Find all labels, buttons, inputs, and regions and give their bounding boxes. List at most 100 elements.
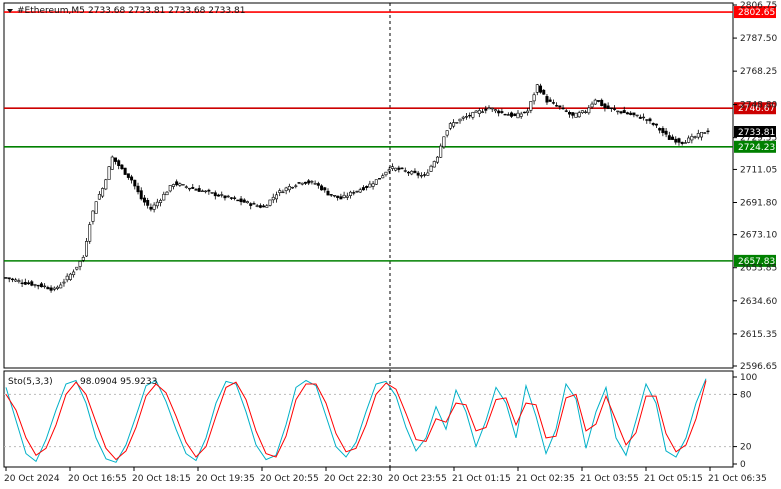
candle-body [188,187,192,190]
candle-body [117,160,121,166]
time-axis: 20 Oct 2024 20 Oct 16:55 20 Oct 18:15 20 Oc… [4,467,767,484]
candle-body [65,275,69,281]
candle-body [638,116,642,119]
candle-body [123,167,127,175]
candle-body [130,176,134,181]
candle-body [68,273,72,280]
candle-body [255,205,259,207]
candle-body [320,185,324,191]
candle-body [690,136,694,141]
candle-body [226,195,230,198]
candle-body [535,84,539,93]
candle-body [78,261,82,267]
candle-body [645,119,649,121]
candle-body [307,180,311,184]
candle-body [36,284,40,287]
candle-body [426,172,430,176]
candle-body [358,189,362,193]
candle-body [197,188,201,192]
candle-body [136,185,140,193]
price-tick-label: 2596.65 [740,362,777,372]
time-tick-label: 21 Oct 01:15 [452,474,511,484]
candle-body [329,194,333,196]
candle-body [294,185,298,187]
candle-body [139,190,143,200]
candle-body [81,257,85,261]
candle-body [326,190,330,196]
candle-body [448,123,452,129]
candle-body [171,184,175,187]
candle-body [30,281,34,286]
candle-body [526,110,530,114]
price-tick-label: 2787.50 [740,34,777,44]
candle-body [613,108,617,110]
candle-body [27,282,31,285]
candle-body [410,170,414,175]
price-axis: 2806.75 2787.50 2768.25 2748.80 2729.55 2711.… [733,1,777,372]
candle-body [323,187,327,191]
candle-body [246,201,250,204]
candle-body [477,110,481,114]
candle-body [239,198,243,203]
candle-body [522,111,526,114]
candle-body [616,110,620,113]
candle-body [503,113,507,116]
candle-body [452,122,456,127]
candle-body [658,128,662,131]
candle-body [365,185,369,188]
dropdown-triangle-icon[interactable] [7,9,13,13]
stochastic-tick-label: 100 [740,373,757,383]
candle-body [113,157,117,162]
price-tick-label: 2748.80 [740,101,777,111]
candle-body [606,105,610,109]
candle-body [622,110,626,114]
candle-body [680,141,684,144]
candle-body [683,142,687,144]
candle-body [700,131,704,138]
level-tag [734,140,776,153]
stochastic-series-line [5,380,707,461]
candle-body [609,107,613,109]
candle-body [97,193,101,200]
candle-body [442,136,446,148]
candle-body [33,284,37,286]
price-tick-label: 2673.10 [740,231,777,241]
candle-body [313,183,317,185]
candle-body [551,102,555,104]
candle-body [648,118,652,122]
candle-body [168,185,172,192]
candle-body [342,194,346,198]
candle-body [361,187,365,191]
candle-body [297,182,301,184]
candle-body [539,85,543,93]
candle-body [149,206,153,210]
candle-body [258,205,262,208]
candle-body [274,194,278,200]
time-tick-label: 21 Oct 02:35 [516,474,575,484]
candle-body [94,201,98,214]
candle-body [52,287,56,290]
candle-body [600,99,604,106]
candle-body [217,194,221,197]
candle-body [332,195,336,197]
candle-body [152,204,156,210]
level-tag-label: 2802.65 [738,8,775,18]
candle-body [532,94,536,102]
candle-body [587,107,591,114]
candle-body [165,191,169,196]
price-tick-label: 2729.55 [740,134,777,144]
candle-body [432,161,436,168]
candle-body [17,280,21,282]
candle-body [4,277,8,279]
time-tick-label: 20 Oct 19:35 [196,474,255,484]
candle-body [403,170,407,172]
candle-body [625,112,629,115]
candle-body [580,110,584,114]
time-tick-label: 20 Oct 16:55 [68,474,127,484]
candle-body [397,167,401,170]
candle-body [703,132,707,134]
level-tag-label: 2746.67 [738,104,775,114]
candle-body [651,122,655,125]
candle-body [400,167,404,170]
